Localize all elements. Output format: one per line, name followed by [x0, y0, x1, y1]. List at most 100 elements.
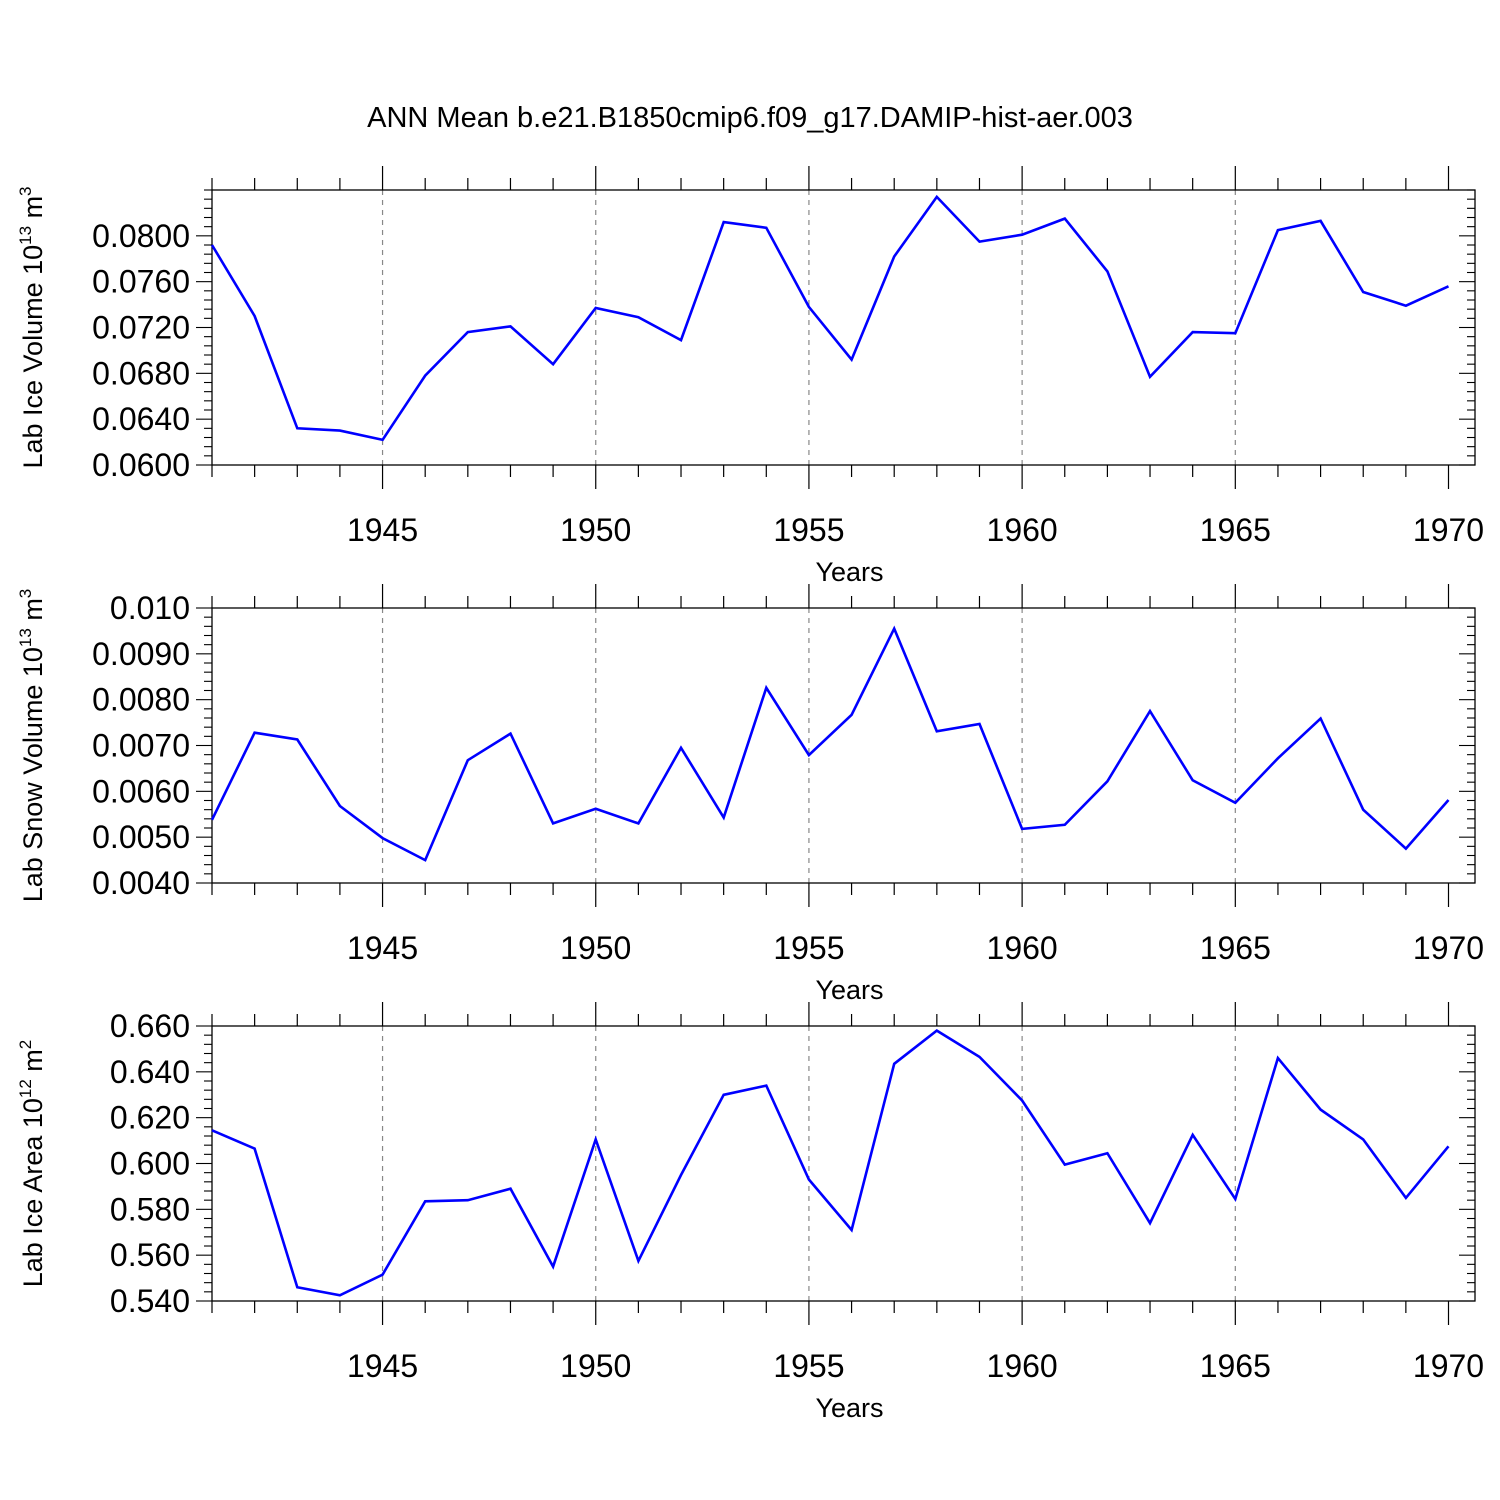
series-line	[210, 625, 1450, 862]
plot-frame	[211, 189, 1476, 466]
data-point	[1191, 1134, 1193, 1136]
x-tick-label: 1960	[987, 930, 1058, 966]
y-tick-label: 0.620	[110, 1100, 190, 1136]
y-tick-label: 0.0760	[92, 264, 190, 300]
data-point	[509, 732, 511, 734]
panel-1: 0.0600 0.0640 0.0680 0.0720 0.0760 0.0800 1945…	[16, 166, 1484, 587]
x-tick-label: 1950	[560, 512, 631, 548]
x-tick-label: 1970	[1413, 1348, 1484, 1384]
x-tick-label: 1950	[560, 1348, 631, 1384]
data-point	[595, 307, 597, 309]
data-point	[424, 859, 426, 861]
x-tick-label: 1955	[773, 930, 844, 966]
series-line	[211, 1029, 1450, 1297]
x-tick-label: 1965	[1200, 930, 1271, 966]
x-axis-title: Years	[815, 557, 883, 587]
data-point	[211, 819, 213, 821]
data-point	[1447, 1145, 1449, 1147]
data-point	[722, 221, 724, 223]
data-point	[253, 731, 255, 733]
y-tick-label: 0.0090	[92, 636, 190, 672]
y-axis-title: Lab Ice Area 1012 m2	[16, 1040, 48, 1288]
data-point	[1064, 1163, 1066, 1165]
x-tick-label: 1965	[1200, 1348, 1271, 1384]
data-point	[552, 822, 554, 824]
x-axis-title: Years	[815, 975, 883, 1005]
data-point	[552, 363, 554, 365]
data-point	[1277, 229, 1279, 231]
y-tick-label: 0.0800	[92, 218, 190, 254]
data-point	[253, 1147, 255, 1149]
data-point	[1319, 220, 1321, 222]
data-point	[381, 1273, 383, 1275]
data-point	[1234, 332, 1236, 334]
data-point	[296, 738, 298, 740]
y-tick-label: 0.0060	[92, 773, 190, 809]
data-point	[637, 316, 639, 318]
y-tick-label: 0.600	[110, 1146, 190, 1182]
data-point	[978, 1056, 980, 1058]
x-tick-label: 1960	[987, 1348, 1058, 1384]
data-point	[722, 1094, 724, 1096]
data-point	[253, 315, 255, 317]
data-point	[1106, 1152, 1108, 1154]
data-point	[936, 196, 938, 198]
x-tick-label: 1945	[347, 512, 418, 548]
data-point	[381, 837, 383, 839]
data-point	[595, 808, 597, 810]
data-point	[722, 816, 724, 818]
x-tick-label: 1970	[1413, 930, 1484, 966]
data-point	[1319, 717, 1321, 719]
data-point	[1234, 802, 1236, 804]
data-point	[1319, 1108, 1321, 1110]
data-point	[893, 255, 895, 257]
data-point	[637, 1260, 639, 1262]
data-point	[467, 1199, 469, 1201]
data-point	[1106, 780, 1108, 782]
x-tick-label: 1955	[773, 512, 844, 548]
x-tick-label: 1945	[347, 1348, 418, 1384]
data-point	[1021, 1099, 1023, 1101]
series-line	[210, 194, 1450, 442]
data-point	[1149, 1222, 1151, 1224]
x-tick-label: 1965	[1200, 512, 1271, 548]
data-point	[296, 1286, 298, 1288]
data-point	[1234, 1198, 1236, 1200]
data-point	[1021, 828, 1023, 830]
y-tick-label: 0.0080	[92, 682, 190, 718]
data-point	[808, 1178, 810, 1180]
chart-title: ANN Mean b.e21.B1850cmip6.f09_g17.DAMIP-…	[367, 102, 1133, 134]
data-point	[1405, 847, 1407, 849]
data-point	[211, 244, 213, 246]
data-point	[424, 1200, 426, 1202]
y-tick-label: 0.0600	[92, 447, 190, 483]
x-tick-label: 1960	[987, 512, 1058, 548]
data-point	[808, 306, 810, 308]
data-point	[936, 730, 938, 732]
y-tick-label: 0.580	[110, 1191, 190, 1227]
data-point	[1191, 331, 1193, 333]
data-point	[211, 1129, 213, 1131]
y-axis-title: Lab Ice Volume 1013 m3	[16, 186, 48, 468]
plot-frame	[211, 607, 1476, 884]
data-point	[1149, 376, 1151, 378]
data-point	[509, 325, 511, 327]
data-point	[850, 714, 852, 716]
data-point	[1277, 1057, 1279, 1059]
y-tick-label: 0.540	[110, 1283, 190, 1319]
data-point	[424, 374, 426, 376]
data-point	[296, 427, 298, 429]
data-point	[1447, 799, 1449, 801]
x-axis-title: Years	[815, 1393, 883, 1423]
data-point	[1021, 233, 1023, 235]
data-point	[808, 754, 810, 756]
data-point	[1064, 824, 1066, 826]
data-point	[1149, 710, 1151, 712]
x-tick-label: 1945	[347, 930, 418, 966]
x-tick-label: 1955	[773, 1348, 844, 1384]
data-point	[893, 627, 895, 629]
y-tick-label: 0.0070	[92, 728, 190, 764]
data-point	[467, 331, 469, 333]
panel-2: 0.0040 0.0050 0.0060 0.0070 0.0080 0.0090 0.01…	[16, 584, 1484, 1005]
data-point	[1362, 1138, 1364, 1140]
